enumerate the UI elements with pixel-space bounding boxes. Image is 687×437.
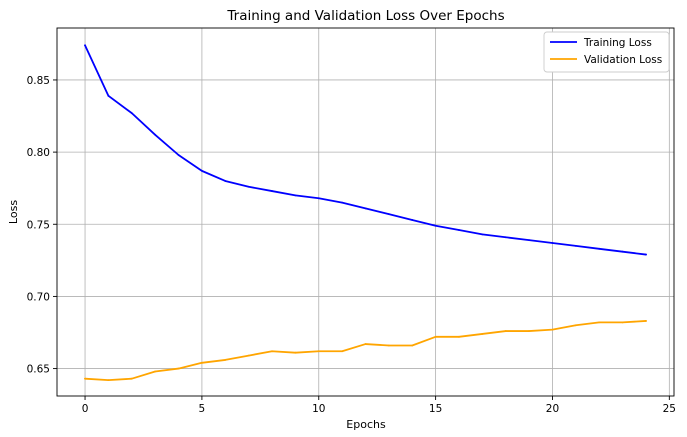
training-loss-point — [247, 185, 250, 188]
validation-loss-point — [364, 343, 367, 345]
validation-loss-point — [130, 377, 133, 380]
series-lines — [84, 44, 647, 382]
chart-title: Training and Validation Loss Over Epochs — [226, 8, 504, 24]
training-loss-point — [341, 201, 344, 204]
validation-loss-point — [621, 321, 624, 324]
validation-loss-point — [551, 328, 554, 331]
training-loss-point — [317, 197, 320, 200]
training-loss-point — [528, 239, 530, 242]
plot-frame — [56, 27, 675, 397]
validation-loss-point — [434, 335, 437, 338]
training-loss-point — [645, 253, 647, 256]
training-loss-point — [621, 250, 624, 253]
validation-loss-point — [201, 361, 203, 364]
validation-loss-point — [84, 377, 86, 380]
legend-label-validation: Validation Loss — [584, 54, 662, 66]
training-loss-point — [387, 213, 390, 216]
training-loss-point — [598, 247, 601, 250]
x-tick-label: 25 — [663, 403, 676, 415]
validation-loss-point — [574, 324, 577, 327]
training-loss-point — [201, 169, 203, 172]
training-loss-point — [224, 180, 227, 182]
training-loss-point — [84, 44, 86, 47]
y-axis: 0.65 0.70 0.75 0.80 0.85 — [27, 75, 57, 376]
validation-loss-point — [224, 359, 227, 361]
validation-loss-point — [341, 350, 344, 353]
x-tick-label: 15 — [429, 403, 442, 415]
x-tick-label: 5 — [199, 403, 206, 415]
validation-loss-point — [271, 350, 273, 353]
validation-loss-point — [481, 333, 484, 335]
training-loss-point — [294, 194, 297, 197]
training-loss-point — [177, 154, 180, 156]
training-loss-point — [481, 233, 484, 236]
y-tick-label: 0.75 — [27, 219, 50, 231]
training-loss-point — [574, 245, 577, 247]
training-loss-point — [130, 112, 133, 115]
x-tick-label: 20 — [546, 403, 559, 415]
legend: Training Loss Validation Loss — [543, 31, 670, 73]
validation-loss-point — [387, 344, 390, 347]
y-tick-label: 0.65 — [27, 364, 50, 376]
validation-loss-point — [107, 379, 110, 382]
validation-loss-line — [84, 320, 647, 382]
validation-loss-point — [598, 321, 601, 324]
validation-loss-point — [411, 344, 414, 347]
training-loss-point — [154, 133, 157, 136]
x-axis-label: Epochs — [346, 418, 386, 431]
validation-loss-point — [504, 330, 507, 332]
training-loss-point — [364, 207, 367, 210]
training-loss-point — [434, 224, 437, 227]
y-tick-label: 0.80 — [27, 147, 50, 159]
y-tick-label: 0.70 — [27, 291, 50, 303]
grid — [57, 28, 674, 396]
training-loss-point — [107, 94, 110, 97]
validation-loss-point — [645, 320, 647, 322]
x-tick-label: 10 — [312, 403, 325, 415]
validation-loss-point — [317, 350, 320, 353]
training-loss-point — [411, 219, 414, 221]
legend-label-training: Training Loss — [583, 37, 652, 49]
x-tick-label: 0 — [82, 403, 89, 415]
x-axis: 0 5 10 15 20 25 — [82, 396, 676, 415]
training-loss-point — [271, 190, 273, 192]
training-loss-point — [458, 229, 460, 231]
validation-loss-point — [247, 354, 250, 357]
y-tick-label: 0.85 — [27, 75, 50, 87]
training-loss-point — [551, 242, 554, 244]
validation-loss-point — [528, 330, 530, 332]
y-axis-label: Loss — [7, 200, 20, 224]
validation-loss-point — [154, 370, 157, 373]
training-loss-line — [84, 44, 647, 256]
validation-loss-point — [458, 335, 460, 338]
training-loss-point — [504, 236, 507, 239]
validation-loss-point — [177, 367, 180, 370]
validation-loss-point — [294, 351, 297, 354]
